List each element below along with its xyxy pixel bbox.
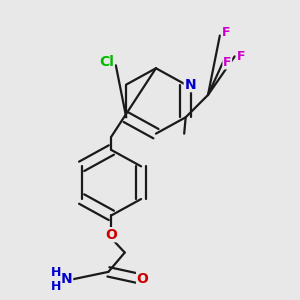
Text: H: H	[51, 266, 62, 279]
Text: F: F	[221, 26, 230, 39]
Text: Cl: Cl	[100, 55, 114, 69]
Text: H: H	[51, 280, 62, 292]
Text: O: O	[105, 228, 117, 242]
Text: F: F	[223, 56, 232, 69]
Text: N: N	[184, 78, 196, 92]
Text: N: N	[61, 272, 73, 286]
Text: F: F	[236, 50, 245, 63]
Text: O: O	[136, 272, 148, 286]
